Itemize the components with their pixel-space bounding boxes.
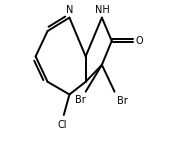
- Text: Cl: Cl: [58, 121, 67, 130]
- Text: Br: Br: [75, 95, 85, 105]
- Text: N: N: [66, 5, 73, 15]
- Text: NH: NH: [95, 5, 110, 15]
- Text: O: O: [136, 36, 144, 46]
- Text: Br: Br: [117, 96, 128, 106]
